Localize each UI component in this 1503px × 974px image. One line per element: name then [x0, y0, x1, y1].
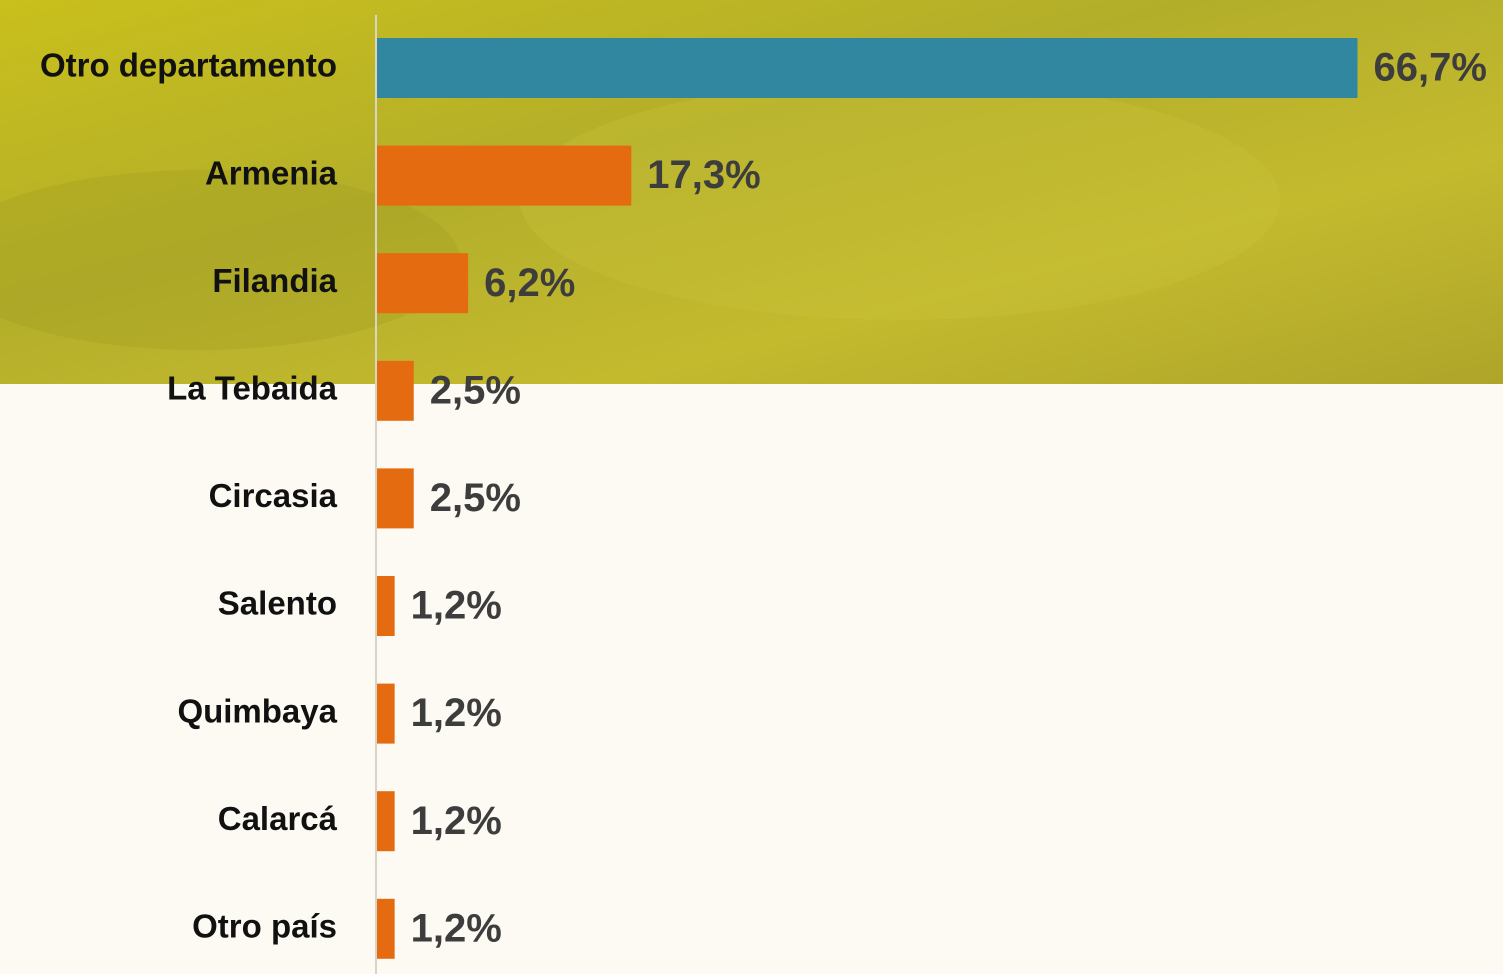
- category-label: Otro departamento: [40, 47, 337, 84]
- bar: [377, 361, 414, 421]
- category-label: Calarcá: [218, 800, 338, 837]
- bar: [377, 146, 631, 206]
- category-label: La Tebaida: [167, 370, 338, 407]
- category-label: Armenia: [205, 154, 338, 191]
- chart: Otro departamento 66,7% Armenia 17,3% Filand…: [0, 0, 1503, 974]
- value-label: 1,2%: [411, 906, 502, 950]
- category-label: Salento: [218, 585, 337, 622]
- bar: [377, 38, 1357, 98]
- bar: [377, 253, 468, 313]
- value-label: 2,5%: [430, 368, 521, 412]
- category-label: Filandia: [212, 262, 337, 299]
- bar: [377, 684, 395, 744]
- value-label: 2,5%: [430, 476, 521, 520]
- value-label: 1,2%: [411, 799, 502, 843]
- value-label: 1,2%: [411, 691, 502, 735]
- bar: [377, 791, 395, 851]
- value-label: 1,2%: [411, 584, 502, 628]
- value-label: 6,2%: [484, 261, 575, 305]
- bar: [377, 899, 395, 959]
- category-label: Quimbaya: [177, 692, 337, 729]
- leaf-shape: [520, 80, 1280, 320]
- category-label: Otro país: [192, 908, 337, 945]
- value-label: 66,7%: [1373, 46, 1486, 90]
- bar: [377, 468, 414, 528]
- value-label: 17,3%: [647, 153, 760, 197]
- category-label: Circasia: [209, 477, 338, 514]
- bar: [377, 576, 395, 636]
